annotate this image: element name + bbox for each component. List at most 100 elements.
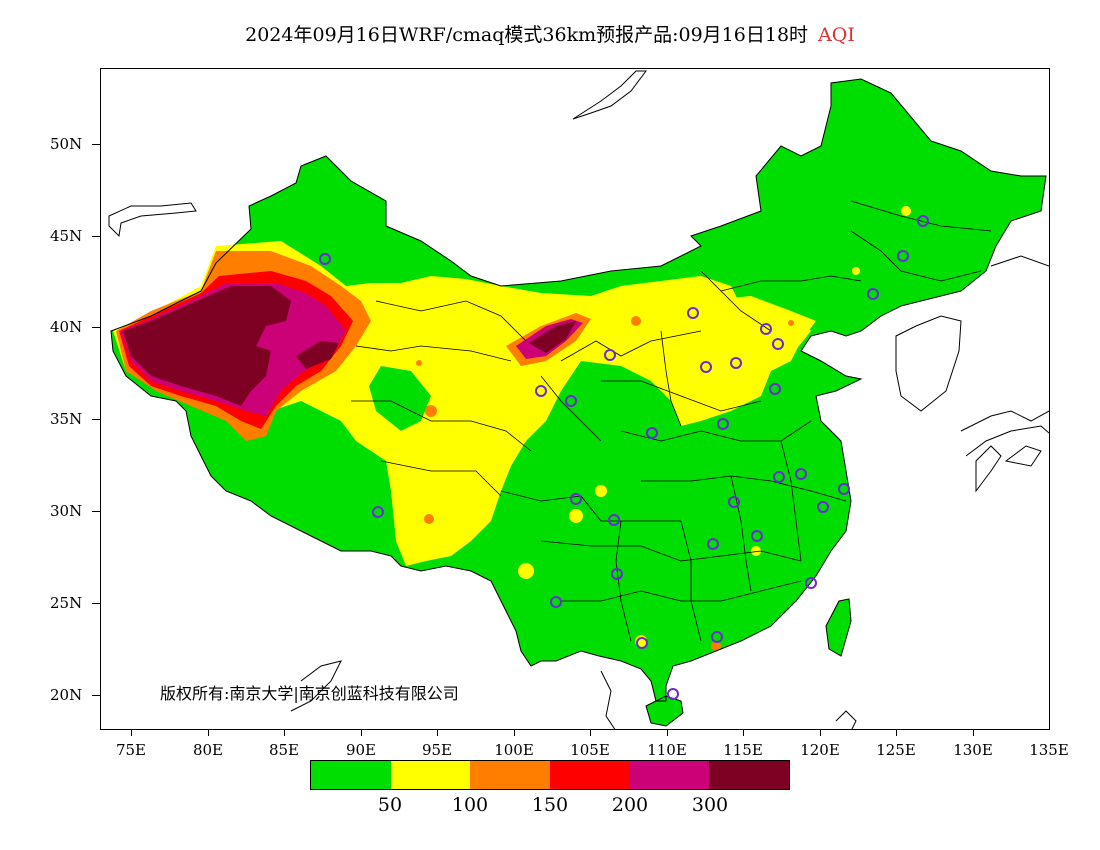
lat-label-30n: 30N (50, 502, 83, 520)
station-marker (917, 215, 929, 227)
colorbar-label: 300 (691, 794, 729, 816)
china-border (110, 78, 1047, 702)
lon-label-115e: 115E (723, 741, 763, 759)
station-marker (867, 288, 879, 300)
station-marker (772, 338, 784, 350)
colorbar-label: 150 (531, 794, 569, 816)
colorbar-segment (550, 761, 630, 789)
lat-label-50n: 50N (50, 135, 83, 153)
station-marker (717, 418, 729, 430)
lat-tick (92, 695, 100, 696)
lon-label-100e: 100E (494, 741, 534, 759)
station-marker (667, 688, 679, 700)
station-marker (700, 361, 712, 373)
neighbor-coastlines (108, 70, 1049, 729)
lon-tick (437, 730, 438, 736)
station-marker (611, 568, 623, 580)
station-marker (751, 530, 763, 542)
lat-label-45n: 45N (50, 227, 83, 245)
station-marker (711, 631, 723, 643)
lat-tick (92, 236, 100, 237)
station-marker (707, 538, 719, 550)
lon-tick (208, 730, 209, 736)
station-marker (535, 385, 547, 397)
aqi-map[interactable] (100, 68, 1050, 730)
colorbar-label: 100 (451, 794, 489, 816)
map-title: 2024年09月16日WRF/cmaq模式36km预报产品:09月16日18时 A… (0, 20, 1100, 47)
colorbar-segment (470, 761, 551, 789)
lon-tick (667, 730, 668, 736)
aqi-region-maroon (296, 341, 339, 369)
lon-tick (590, 730, 591, 736)
copyright-text: 版权所有:南京大学|南京创蓝科技有限公司 (160, 684, 459, 703)
aqi-region-hainan (646, 696, 683, 726)
aqi-region-yellow-ne (691, 296, 811, 381)
lon-tick (131, 730, 132, 736)
station-marker (769, 383, 781, 395)
lat-label-35n: 35N (50, 410, 83, 428)
colorbar (310, 760, 790, 790)
station-marker (760, 323, 772, 335)
station-marker (897, 250, 909, 262)
colorbar-label: 200 (611, 794, 649, 816)
lon-label-80e: 80E (192, 741, 224, 759)
lon-label-90e: 90E (345, 741, 377, 759)
lat-label-25n: 25N (50, 594, 83, 612)
station-marker (550, 596, 562, 608)
lon-label-120e: 120E (800, 741, 840, 759)
lon-label-95e: 95E (421, 741, 453, 759)
station-marker (838, 483, 850, 495)
lon-tick (743, 730, 744, 736)
lon-tick (973, 730, 974, 736)
lat-tick (92, 419, 100, 420)
lon-label-135e: 135E (1029, 741, 1069, 759)
lat-label-20n: 20N (50, 686, 83, 704)
aqi-hotspot-maroon (529, 321, 576, 353)
colorbar-segment (629, 761, 710, 789)
title-text: 2024年09月16日WRF/cmaq模式36km预报产品:09月16日18时 (245, 24, 809, 46)
lon-tick (820, 730, 821, 736)
aqi-region-green-patch (369, 366, 431, 431)
station-marker (570, 493, 582, 505)
station-marker (795, 468, 807, 480)
lat-label-40n: 40N (50, 318, 83, 336)
aqi-region-green (111, 79, 1046, 701)
station-marker (817, 501, 829, 513)
lon-label-125e: 125E (876, 741, 916, 759)
lon-label-85e: 85E (268, 741, 300, 759)
station-marker (319, 253, 331, 265)
lon-tick (284, 730, 285, 736)
lon-tick (514, 730, 515, 736)
lat-tick (92, 327, 100, 328)
lon-label-110e: 110E (647, 741, 687, 759)
lon-tick (896, 730, 897, 736)
station-marker (608, 514, 620, 526)
title-variable: AQI (818, 24, 855, 46)
colorbar-label: 50 (377, 794, 403, 816)
aqi-region-taiwan (826, 599, 851, 656)
station-marker (636, 637, 648, 649)
aqi-region-maroon (123, 286, 291, 406)
colorbar-segment (390, 761, 471, 789)
colorbar-segment (311, 761, 391, 789)
station-marker (565, 395, 577, 407)
station-marker (773, 471, 785, 483)
station-marker (728, 496, 740, 508)
lon-label-130e: 130E (953, 741, 993, 759)
station-markers (319, 215, 929, 700)
lat-tick (92, 603, 100, 604)
taiwan-outline (825, 598, 852, 657)
station-marker (372, 506, 384, 518)
hainan-outline (645, 695, 684, 727)
station-marker (730, 357, 742, 369)
aqi-map-canvas (108, 70, 1049, 729)
station-marker (805, 577, 817, 589)
lon-label-105e: 105E (570, 741, 610, 759)
station-marker (604, 349, 616, 361)
lat-tick (92, 144, 100, 145)
lat-tick (92, 511, 100, 512)
lon-label-75e: 75E (115, 741, 147, 759)
colorbar-segment (709, 761, 790, 789)
lon-tick (361, 730, 362, 736)
station-marker (687, 307, 699, 319)
